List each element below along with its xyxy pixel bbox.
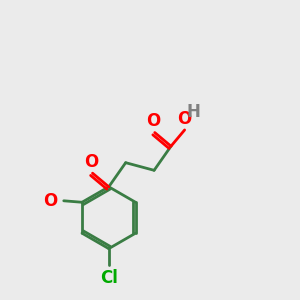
Text: O: O bbox=[84, 153, 98, 171]
Text: Cl: Cl bbox=[100, 269, 118, 287]
Text: O: O bbox=[146, 112, 160, 130]
Text: H: H bbox=[187, 103, 200, 121]
Text: O: O bbox=[43, 192, 57, 210]
Text: O: O bbox=[177, 110, 191, 128]
